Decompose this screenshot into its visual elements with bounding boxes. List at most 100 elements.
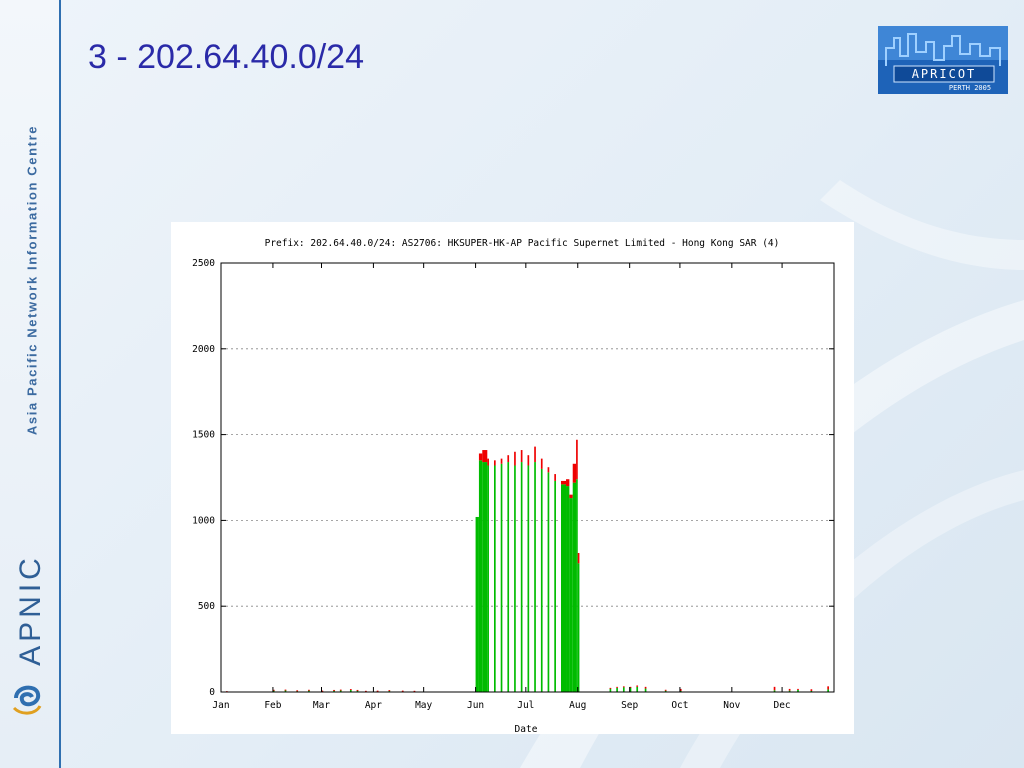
bar-green bbox=[622, 687, 625, 692]
bar-red bbox=[554, 474, 556, 481]
bar-green bbox=[572, 482, 577, 692]
bar-red bbox=[494, 460, 496, 466]
bar-green bbox=[534, 462, 536, 692]
bar-green bbox=[616, 687, 618, 692]
bar-red bbox=[478, 453, 483, 461]
bar-green bbox=[514, 465, 516, 692]
bar-green bbox=[296, 690, 299, 692]
bar-red bbox=[609, 687, 612, 689]
bar-green bbox=[478, 460, 483, 692]
bar-green bbox=[475, 516, 479, 692]
bar-green bbox=[339, 689, 342, 692]
x-axis-label: Date bbox=[515, 724, 538, 734]
x-tick-label: Apr bbox=[365, 700, 382, 711]
x-tick-label: Sep bbox=[621, 700, 638, 711]
x-tick-label: Jan bbox=[212, 700, 229, 711]
y-tick-label: 2000 bbox=[192, 344, 215, 355]
bar-green bbox=[629, 687, 632, 692]
chart-axes: 0 500 1000 1500 2000 2500 Jan Feb Mar Apr May Jun Ju… bbox=[192, 258, 835, 711]
bar-green bbox=[487, 465, 489, 692]
y-tick-label: 2500 bbox=[192, 258, 215, 269]
bar-green bbox=[388, 690, 391, 692]
bar-red bbox=[827, 686, 829, 690]
sidebar: Asia Pacific Network Information Centre … bbox=[0, 0, 60, 768]
bar-red bbox=[797, 688, 799, 690]
bar-green bbox=[494, 465, 496, 692]
y-tick-label: 1500 bbox=[192, 430, 215, 441]
x-tick-label: Jun bbox=[467, 700, 484, 711]
bar-green bbox=[356, 690, 359, 692]
bar-green bbox=[520, 462, 523, 692]
bar-red bbox=[540, 458, 543, 469]
bar-green bbox=[272, 690, 275, 692]
bar-green bbox=[577, 563, 580, 692]
x-tick-label: May bbox=[415, 700, 432, 711]
bar-red bbox=[566, 479, 570, 487]
bar-green bbox=[333, 690, 335, 692]
x-tick-label: Dec bbox=[773, 700, 790, 711]
bar-green bbox=[797, 689, 799, 692]
plot-frame bbox=[220, 262, 835, 693]
bar-red bbox=[664, 689, 667, 691]
x-tick-label: Oct bbox=[671, 700, 688, 711]
bar-red bbox=[788, 688, 791, 691]
apricot-logo: APRICOT PERTH 2005 bbox=[878, 26, 1008, 94]
bar-green bbox=[566, 486, 570, 692]
bar-red bbox=[413, 690, 416, 692]
bar-green bbox=[507, 462, 510, 692]
bar-green bbox=[773, 690, 776, 692]
bar-red bbox=[401, 690, 404, 692]
bar-green bbox=[308, 690, 310, 692]
bar-green bbox=[284, 689, 287, 692]
x-tick-label: Feb bbox=[264, 700, 281, 711]
y-tick-label: 0 bbox=[209, 687, 215, 698]
bar-red bbox=[296, 690, 299, 692]
bar-green bbox=[527, 465, 530, 692]
chart-bars bbox=[226, 439, 829, 693]
x-tick-label: Mar bbox=[313, 700, 330, 711]
bar-red bbox=[365, 690, 367, 692]
bar-red bbox=[520, 450, 523, 463]
bar-red bbox=[572, 463, 577, 483]
bar-green bbox=[560, 484, 567, 692]
bar-red bbox=[487, 458, 489, 466]
y-tick-label: 500 bbox=[198, 601, 215, 612]
bar-green bbox=[644, 688, 647, 692]
bar-red bbox=[339, 689, 342, 691]
bar-red bbox=[388, 690, 391, 692]
apnic-wordmark: APNIC bbox=[14, 554, 47, 666]
bar-green bbox=[569, 498, 573, 692]
sidebar-divider bbox=[59, 0, 61, 768]
x-tick-label: Aug bbox=[569, 700, 586, 711]
bar-green bbox=[547, 472, 550, 692]
bar-red bbox=[507, 455, 510, 463]
y-tick-label: 1000 bbox=[192, 515, 215, 526]
svg-text:PERTH 2005: PERTH 2005 bbox=[949, 84, 991, 92]
bar-red bbox=[284, 689, 287, 691]
bar-red bbox=[577, 553, 580, 564]
bar-red bbox=[308, 689, 310, 691]
bar-green bbox=[636, 686, 639, 692]
apnic-logo-icon bbox=[12, 685, 42, 715]
bar-red bbox=[679, 688, 682, 691]
prefix-history-chart: Prefix: 202.64.40.0/24: AS2706: HKSUPER-… bbox=[192, 238, 835, 735]
bar-red bbox=[321, 690, 324, 692]
x-tick-label: Nov bbox=[723, 700, 740, 711]
bar-red bbox=[356, 689, 359, 691]
bar-red bbox=[810, 689, 813, 691]
bar-red bbox=[514, 451, 516, 466]
bar-green bbox=[500, 463, 503, 692]
bar-green bbox=[679, 690, 682, 692]
bar-red bbox=[527, 455, 530, 466]
bar-red bbox=[349, 689, 352, 691]
bar-green bbox=[576, 479, 578, 692]
bar-green bbox=[349, 689, 352, 692]
bar-red bbox=[576, 439, 578, 480]
bar-red bbox=[272, 689, 275, 691]
bar-red bbox=[616, 686, 618, 688]
x-tick-label: Jul bbox=[517, 700, 534, 711]
bar-green bbox=[788, 690, 791, 692]
bar-red bbox=[636, 685, 639, 687]
chart-title: Prefix: 202.64.40.0/24: AS2706: HKSUPER-… bbox=[265, 238, 780, 249]
bar-red bbox=[500, 458, 503, 464]
